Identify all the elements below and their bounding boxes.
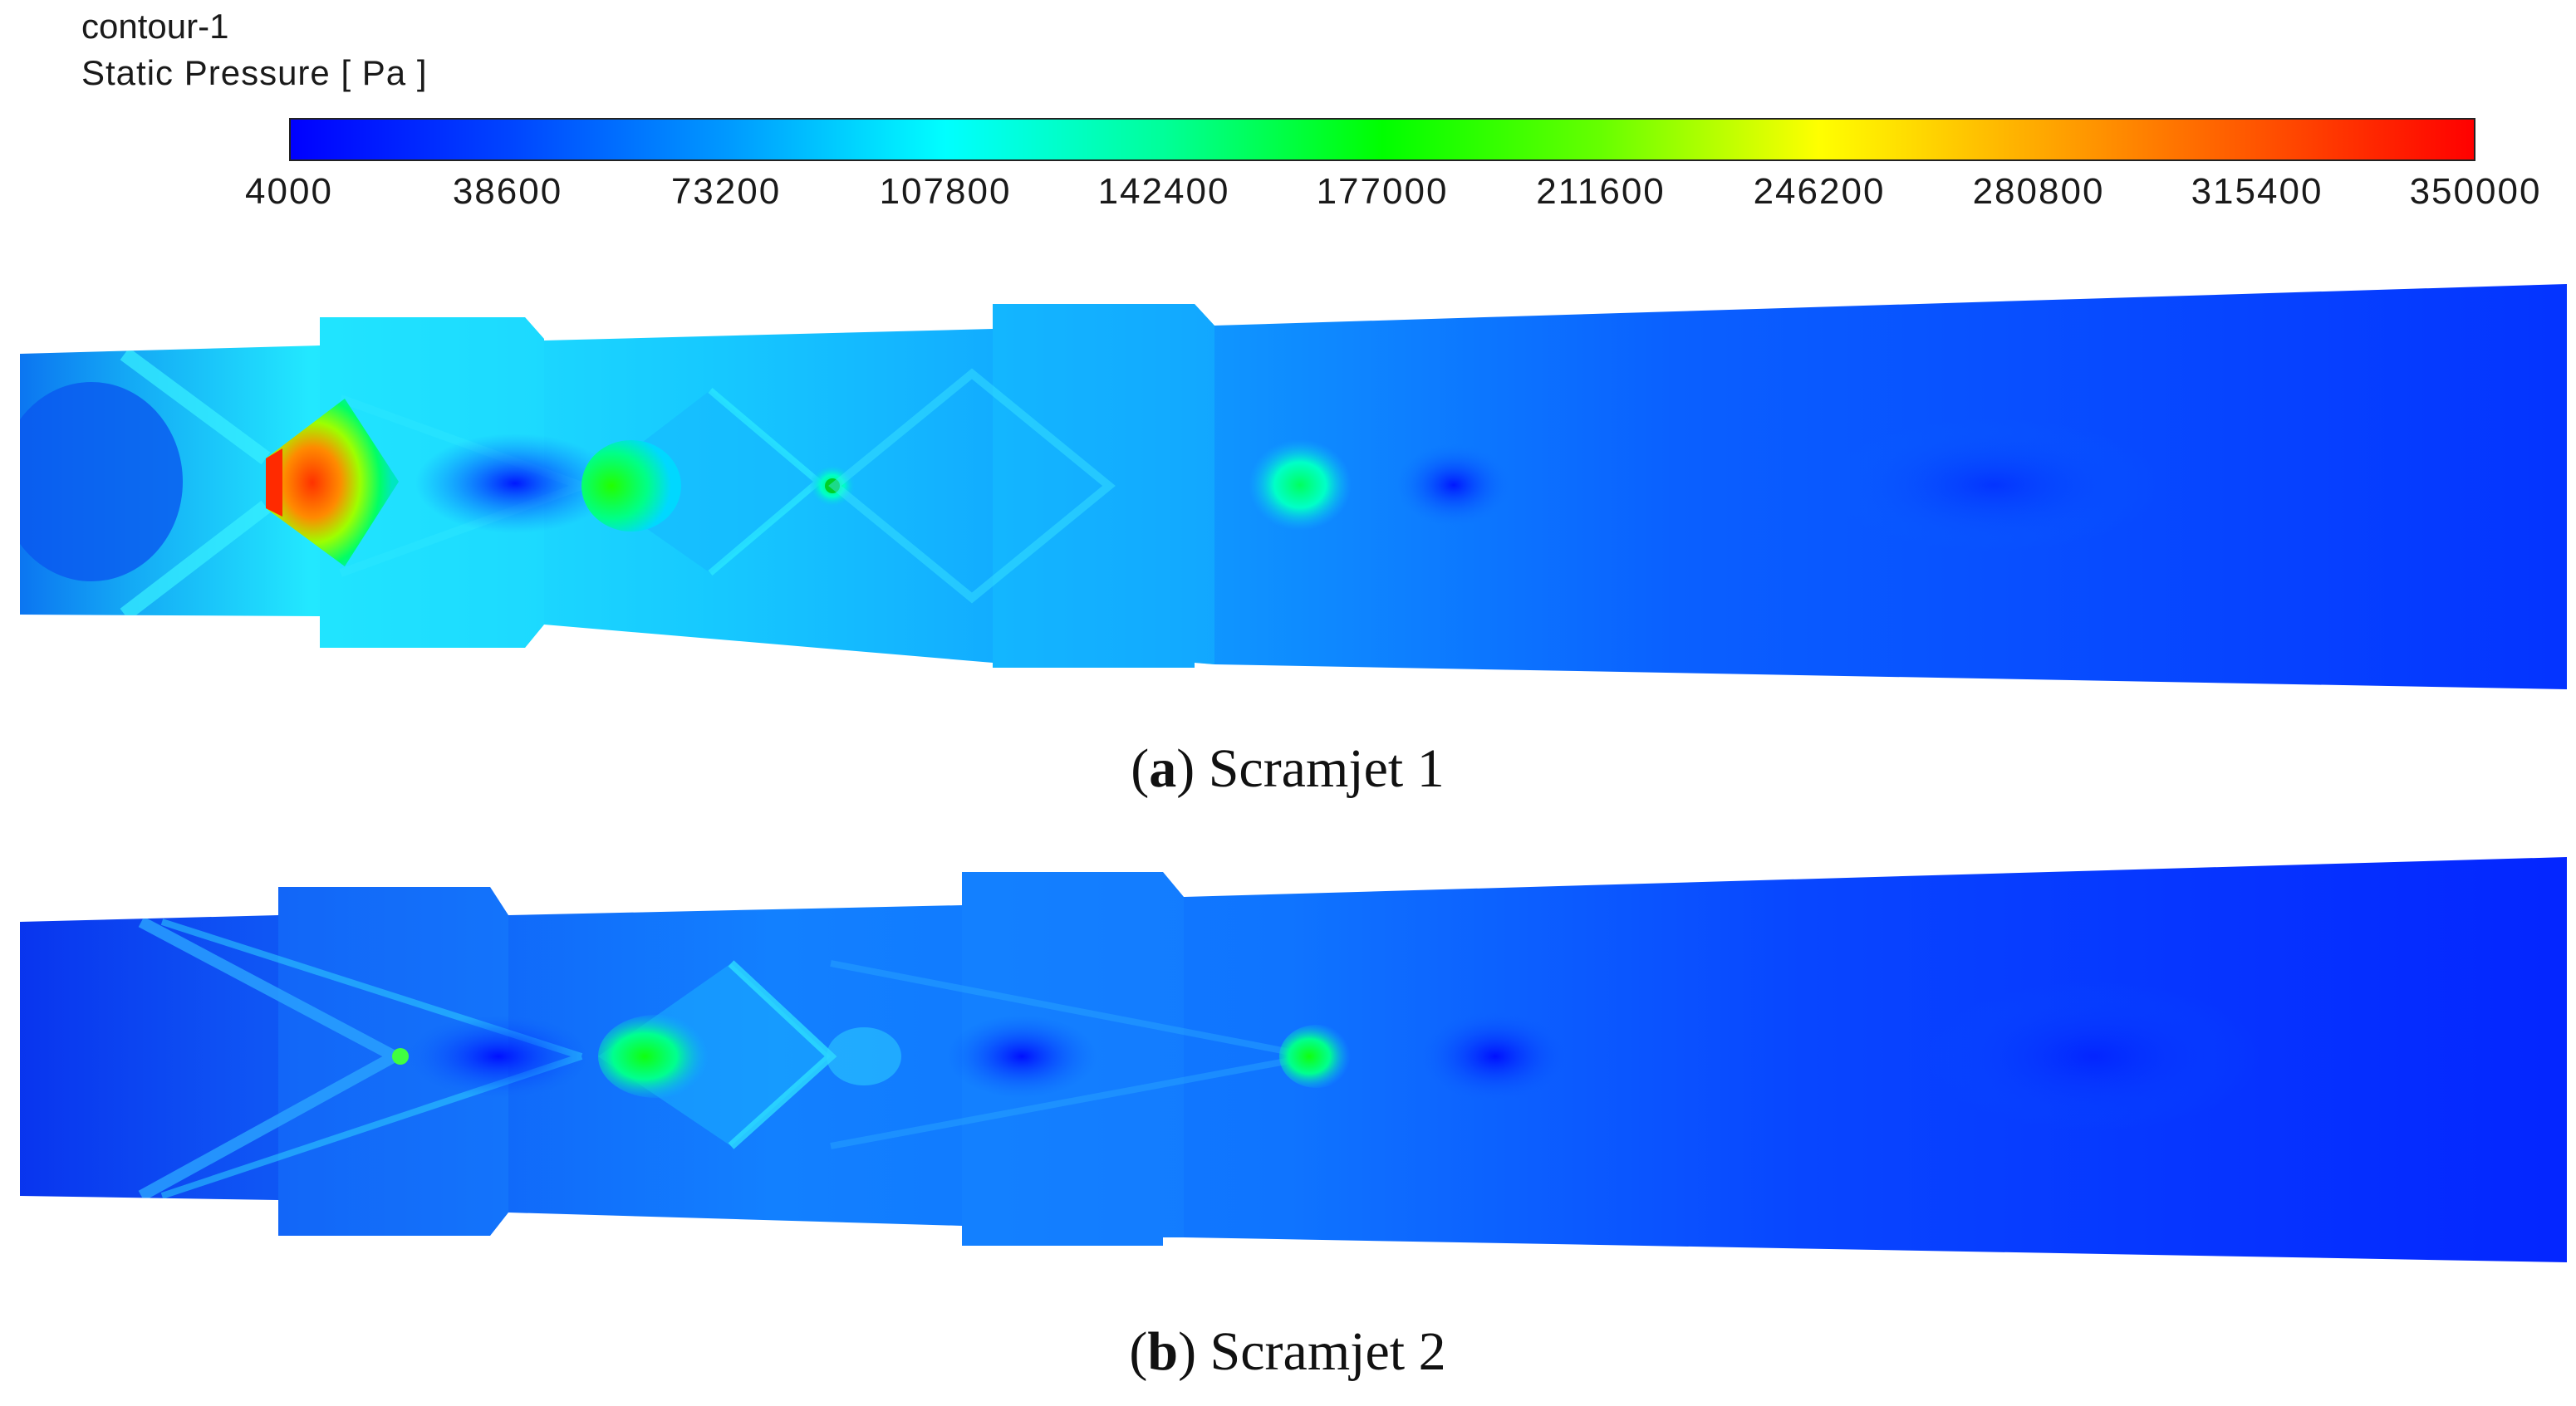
colorbar-tick: 315400	[2191, 171, 2323, 212]
caption-letter: a	[1149, 738, 1177, 799]
colorbar-tick: 280800	[1972, 171, 2105, 212]
colorbar-tick: 211600	[1536, 171, 1666, 212]
caption-open-paren: (	[1131, 738, 1150, 799]
caption-scramjet-1: (a) Scramjet 1	[1131, 737, 1445, 801]
legend-name: contour-1	[81, 7, 229, 46]
caption-letter: b	[1147, 1321, 1179, 1382]
colorbar-tick: 177000	[1316, 171, 1449, 212]
caption-title: Scramjet 2	[1209, 1321, 1446, 1382]
colorbar-tick: 142400	[1097, 171, 1230, 212]
colorbar-tick: 4000	[245, 171, 333, 212]
caption-close-paren: )	[1178, 1321, 1197, 1382]
caption-open-paren: (	[1129, 1321, 1148, 1382]
caption-title: Scramjet 1	[1208, 738, 1445, 799]
colorbar-tick: 38600	[452, 171, 563, 212]
caption-scramjet-2: (b) Scramjet 2	[1129, 1320, 1445, 1384]
colorbar-tick: 350000	[2409, 171, 2542, 212]
scramjet-2-pressure-contour	[20, 857, 2567, 1262]
caption-close-paren: )	[1176, 738, 1195, 799]
scramjet-1-pressure-contour	[20, 284, 2567, 689]
colorbar-tick: 246200	[1753, 171, 1886, 212]
colorbar-tick: 107800	[879, 171, 1012, 212]
legend-quantity-label: Static Pressure [ Pa ]	[81, 53, 428, 92]
colorbar-tick: 73200	[670, 171, 782, 212]
colorbar	[289, 118, 2475, 161]
